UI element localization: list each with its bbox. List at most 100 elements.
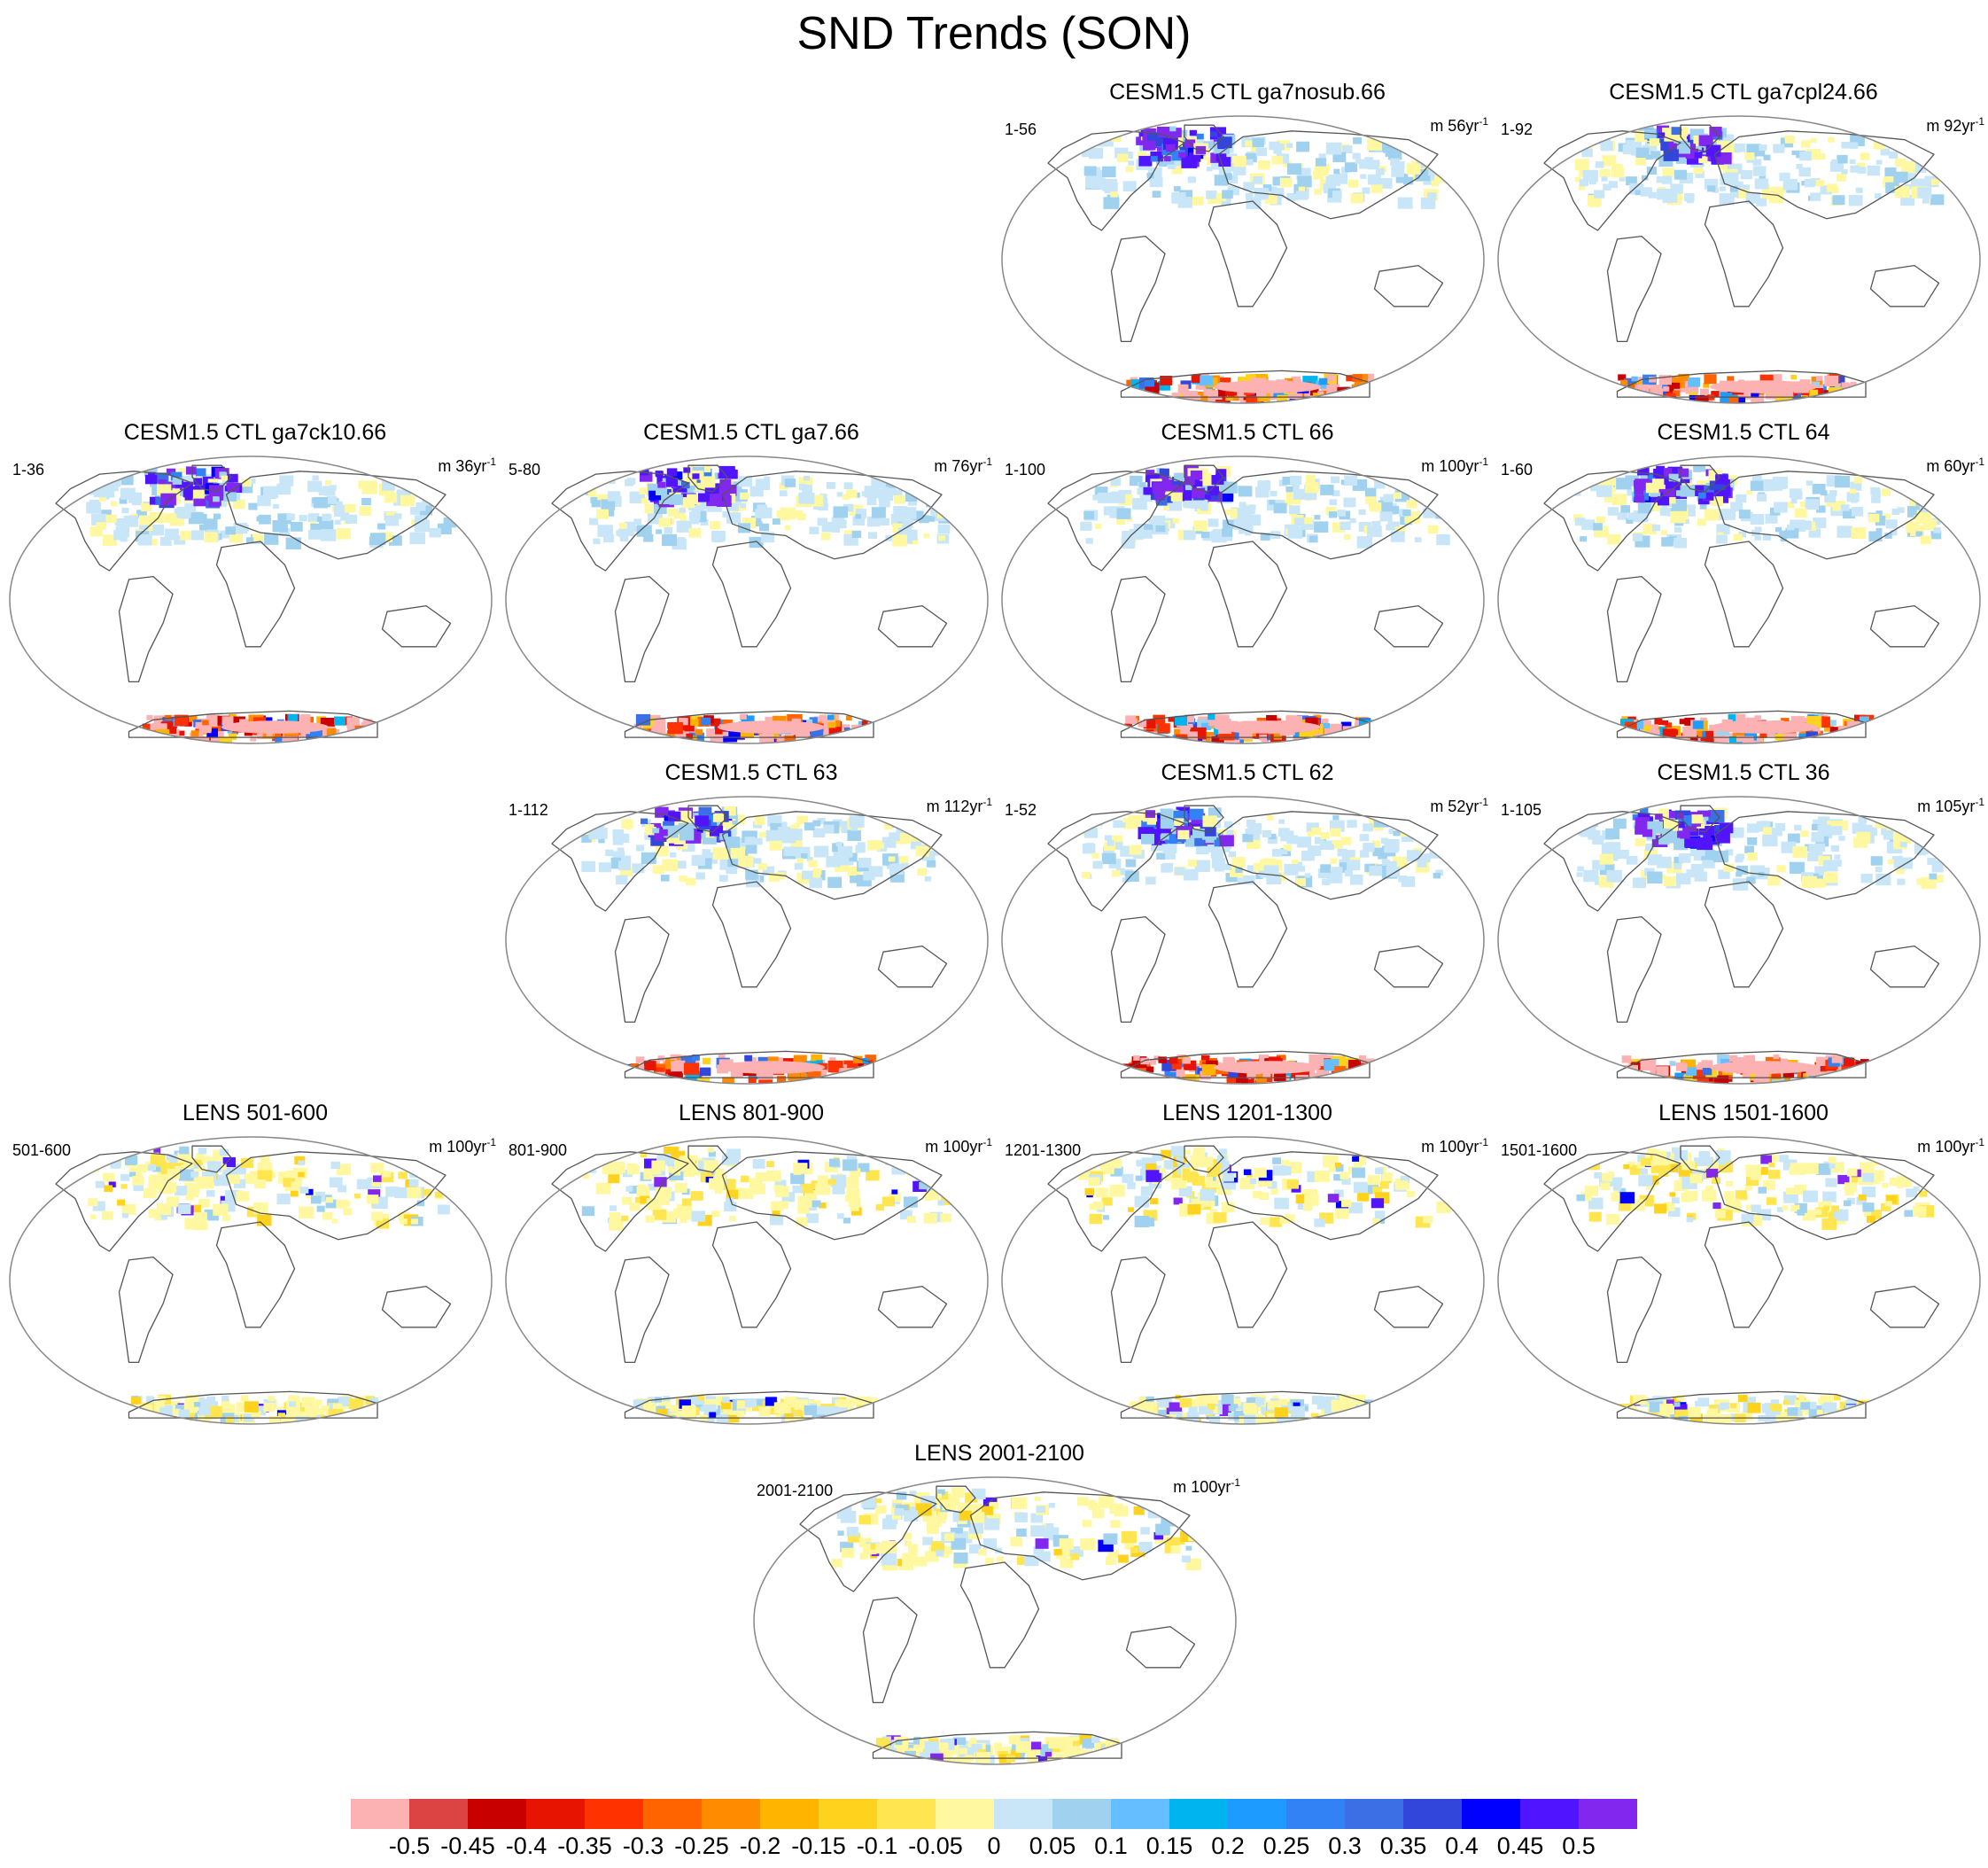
colorbar-swatch [526, 1799, 585, 1829]
coastline-africa [1705, 201, 1783, 307]
colorbar-swatch [1345, 1799, 1403, 1829]
coastline-australia [879, 606, 947, 647]
colorbar-swatch [994, 1799, 1052, 1829]
colorbar-tick-label: -0.05 [908, 1833, 963, 1860]
colorbar-swatch [1169, 1799, 1228, 1829]
snow-trend-field [1080, 465, 1452, 746]
colorbar-tick-label: 0.15 [1146, 1833, 1193, 1860]
colorbar-swatch [1462, 1799, 1520, 1829]
coastline-australia [1871, 1287, 1939, 1327]
colorbar-tick-label: -0.3 [623, 1833, 664, 1860]
colorbar-tick-label: 0.45 [1497, 1833, 1544, 1860]
world-map [1495, 1134, 1983, 1427]
coastline-africa [713, 882, 791, 987]
colorbar-tick-label: -0.25 [674, 1833, 729, 1860]
colorbar-tick-label: 0.3 [1328, 1833, 1362, 1860]
panel-title: CESM1.5 CTL 62 [999, 760, 1495, 786]
colorbar-swatch [1579, 1799, 1637, 1829]
colorbar-tick-label: -0.45 [440, 1833, 495, 1860]
colorbar-tick-label: -0.2 [740, 1833, 781, 1860]
snow-trend-field [1577, 807, 1944, 1086]
colorbar-tick-label: 0.5 [1562, 1833, 1596, 1860]
snow-trend-field [581, 806, 952, 1086]
colorbar-swatch [643, 1799, 702, 1829]
panel-title: LENS 1501-1600 [1495, 1101, 1988, 1126]
colorbar-tick-label: 0.35 [1380, 1833, 1427, 1860]
colorbar [351, 1799, 1637, 1829]
coastline-africa [217, 541, 295, 647]
colorbar-swatch [1403, 1799, 1462, 1829]
coastline-australia [1871, 266, 1939, 307]
colorbar-swatch [468, 1799, 526, 1829]
coastline-africa [713, 1222, 791, 1327]
coastline-australia [1375, 1287, 1443, 1327]
snow-trend-field [582, 1147, 955, 1427]
world-map [503, 454, 990, 746]
colorbar-swatch [1228, 1799, 1286, 1829]
colorbar-tick-label: -0.35 [557, 1833, 612, 1860]
colorbar-labels: -0.5-0.45-0.4-0.35-0.3-0.25-0.2-0.15-0.1… [0, 1833, 1988, 1868]
panel-title: CESM1.5 CTL 64 [1495, 420, 1988, 446]
colorbar-swatch [760, 1799, 819, 1829]
coastline-south-america [616, 1257, 670, 1363]
coastline-south-america [1608, 237, 1662, 342]
panel-title: CESM1.5 CTL ga7ck10.66 [7, 420, 503, 446]
coastline-australia [1375, 606, 1443, 647]
world-map [503, 794, 990, 1086]
colorbar-tick-label: 0.1 [1094, 1833, 1128, 1860]
snow-trend-field [88, 1147, 454, 1427]
coastline-south-america [1608, 917, 1662, 1023]
colorbar-tick-label: -0.5 [389, 1833, 431, 1860]
panel-title: LENS 2001-2100 [751, 1441, 1247, 1467]
snow-trend-field [1573, 466, 1941, 746]
map-boundary [1002, 456, 1484, 743]
snow-trend-field [1082, 127, 1450, 407]
coastline-africa [1209, 882, 1287, 987]
map-boundary [1498, 116, 1980, 403]
coastline-africa [1209, 201, 1287, 307]
coastline-south-america [864, 1598, 918, 1703]
colorbar-tick-label: 0.05 [1029, 1833, 1076, 1860]
world-map [999, 794, 1487, 1086]
colorbar-tick-label: 0.2 [1211, 1833, 1245, 1860]
coastline-africa [1705, 882, 1783, 987]
colorbar-swatch [409, 1799, 468, 1829]
snow-trend-field [1078, 1146, 1452, 1427]
coastline-australia [1127, 1627, 1195, 1668]
panel-title: CESM1.5 CTL ga7.66 [503, 420, 999, 446]
coastline-south-america [616, 577, 670, 682]
colorbar-tick-label: -0.1 [857, 1833, 898, 1860]
colorbar-swatch [351, 1799, 409, 1829]
coastline-australia [383, 606, 451, 647]
colorbar-swatch [877, 1799, 936, 1829]
snow-trend-field [86, 466, 456, 746]
panel-title: LENS 501-600 [7, 1101, 503, 1126]
world-map [999, 454, 1487, 746]
colorbar-tick-label: -0.15 [791, 1833, 846, 1860]
coastline-south-america [1112, 917, 1166, 1023]
colorbar-swatch [585, 1799, 643, 1829]
colorbar-tick-label: 0.25 [1263, 1833, 1310, 1860]
coastline-australia [383, 1287, 451, 1327]
coastline-africa [713, 541, 791, 647]
snow-trend-field [1577, 1148, 1942, 1427]
colorbar-swatch [819, 1799, 877, 1829]
coastline-africa [1209, 1222, 1287, 1327]
coastline-south-america [120, 577, 174, 682]
coastline-australia [879, 1287, 947, 1327]
coastline-africa [217, 1222, 295, 1327]
world-map [7, 454, 494, 746]
coastline-africa [1209, 541, 1287, 647]
world-map [751, 1475, 1239, 1767]
world-map [7, 1134, 494, 1427]
snow-trend-field [1575, 125, 1945, 406]
